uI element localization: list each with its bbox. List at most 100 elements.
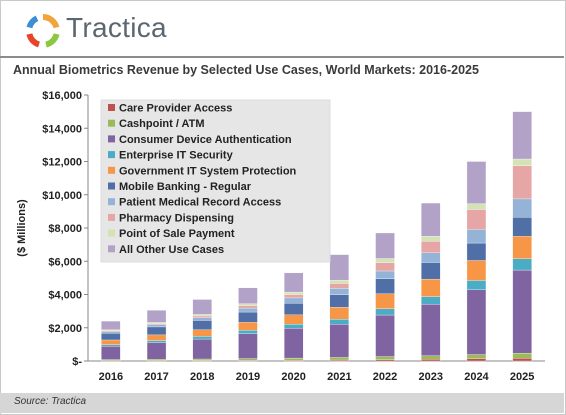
x-tick-label: 2019 xyxy=(236,371,260,383)
bar-segment xyxy=(375,270,395,279)
bar-segment xyxy=(512,217,532,237)
bar-segment xyxy=(421,359,441,362)
bar-segment xyxy=(466,242,487,261)
y-tick-label: $14,000 xyxy=(42,123,82,135)
y-tick-label: $- xyxy=(72,356,82,368)
tractica-logo-icon xyxy=(26,14,60,48)
y-tick-label: $10,000 xyxy=(42,190,82,202)
legend-swatch xyxy=(108,213,115,221)
bar-segment xyxy=(283,272,304,293)
bar-segment xyxy=(192,317,212,321)
bar-segment xyxy=(101,339,121,345)
bar-segment xyxy=(421,236,441,242)
y-axis-label: ($ Millions) xyxy=(16,199,28,257)
x-tick-label: 2025 xyxy=(510,371,534,383)
bar-segment xyxy=(375,262,395,272)
bar-segment xyxy=(238,303,258,306)
bar-segment xyxy=(375,359,395,362)
bar-segment xyxy=(146,359,167,361)
bar-segment xyxy=(192,320,212,330)
bar-segment xyxy=(512,358,532,362)
legend-swatch xyxy=(108,229,115,237)
bar-segment xyxy=(329,283,350,289)
legend-entry: Patient Medical Record Access xyxy=(119,197,281,209)
bar-segment xyxy=(375,278,395,294)
bar-segment xyxy=(192,314,212,317)
bar-segment xyxy=(375,293,395,309)
bar-segment xyxy=(283,297,304,304)
header-divider xyxy=(0,56,564,58)
bar-segment xyxy=(192,338,212,360)
y-tick-label: $8,000 xyxy=(48,223,82,235)
bar-segment xyxy=(375,258,395,263)
bar-segment xyxy=(329,254,350,281)
bar-segment xyxy=(421,262,441,280)
bar-segment xyxy=(101,344,121,347)
y-tick-label: $16,000 xyxy=(42,90,82,102)
bar-segment xyxy=(192,329,212,337)
bar-segment xyxy=(512,111,532,160)
legend-entry: Government IT System Protection xyxy=(119,165,297,177)
bar-segment xyxy=(466,229,487,244)
bar-segment xyxy=(192,315,212,318)
x-tick-label: 2021 xyxy=(327,371,351,383)
bar-segment xyxy=(146,334,167,341)
bar-segment xyxy=(192,299,212,315)
bar-segment xyxy=(421,241,441,254)
bar-segment xyxy=(146,342,167,360)
x-tick-label: 2023 xyxy=(419,371,443,383)
legend: Care Provider Access Cashpoint / ATM Consu… xyxy=(100,99,331,263)
bar-segment xyxy=(283,291,304,295)
bar-segment xyxy=(512,236,532,259)
legend-box xyxy=(100,99,331,263)
bar-segment xyxy=(421,296,441,305)
legend-swatch xyxy=(108,198,115,206)
legend-entry: Care Provider Access xyxy=(119,103,232,115)
legend-swatch xyxy=(108,119,115,127)
bar-segment xyxy=(421,304,441,356)
x-tick-label: 2018 xyxy=(190,371,214,383)
legend-entry: Consumer Device Authentication xyxy=(119,134,292,146)
bar-segment xyxy=(283,294,304,299)
bar-segment xyxy=(238,307,258,313)
x-tick-label: 2017 xyxy=(144,371,168,383)
bar-segment xyxy=(238,333,258,359)
bar-segment xyxy=(283,328,304,359)
bar-segment xyxy=(466,280,487,290)
legend-entry: Pharmacy Dispensing xyxy=(119,212,234,224)
bar-segment xyxy=(101,333,121,341)
bar-segment xyxy=(192,336,212,340)
x-tick-label: 2016 xyxy=(99,371,123,383)
bar-segment xyxy=(283,324,304,329)
bar-segment xyxy=(146,324,167,328)
bar-segment xyxy=(329,307,350,320)
bar-segment xyxy=(421,202,441,237)
legend-entry: Mobile Banking - Regular xyxy=(119,181,252,193)
bar-segment xyxy=(283,303,304,316)
bar-segment xyxy=(329,288,350,295)
bar-segment xyxy=(329,319,350,325)
chart-title: Annual Biometrics Revenue by Selected Us… xyxy=(13,63,479,77)
bar-segment xyxy=(101,359,121,361)
legend-swatch xyxy=(108,182,115,190)
bar-segment xyxy=(146,326,167,336)
source-note: Source: Tractica xyxy=(14,396,87,407)
bar-segment xyxy=(512,158,532,166)
bar-segment xyxy=(238,305,258,309)
bar-segment xyxy=(466,358,487,362)
bar-segment xyxy=(466,354,487,359)
bar-segment xyxy=(101,320,121,330)
bar-segment xyxy=(238,322,258,331)
x-tick-label: 2022 xyxy=(373,371,397,383)
bar-segment xyxy=(101,331,121,334)
bar-segment xyxy=(329,279,350,284)
bar-segment xyxy=(375,308,395,316)
x-tick-label: 2020 xyxy=(281,371,305,383)
legend-entry: Cashpoint / ATM xyxy=(119,118,205,130)
bar-segment xyxy=(512,258,532,271)
bar-segment xyxy=(101,346,121,360)
bar-segment xyxy=(146,322,167,324)
y-tick-label: $12,000 xyxy=(42,157,82,169)
bar-segment xyxy=(146,323,167,325)
bar-segment xyxy=(421,355,441,360)
